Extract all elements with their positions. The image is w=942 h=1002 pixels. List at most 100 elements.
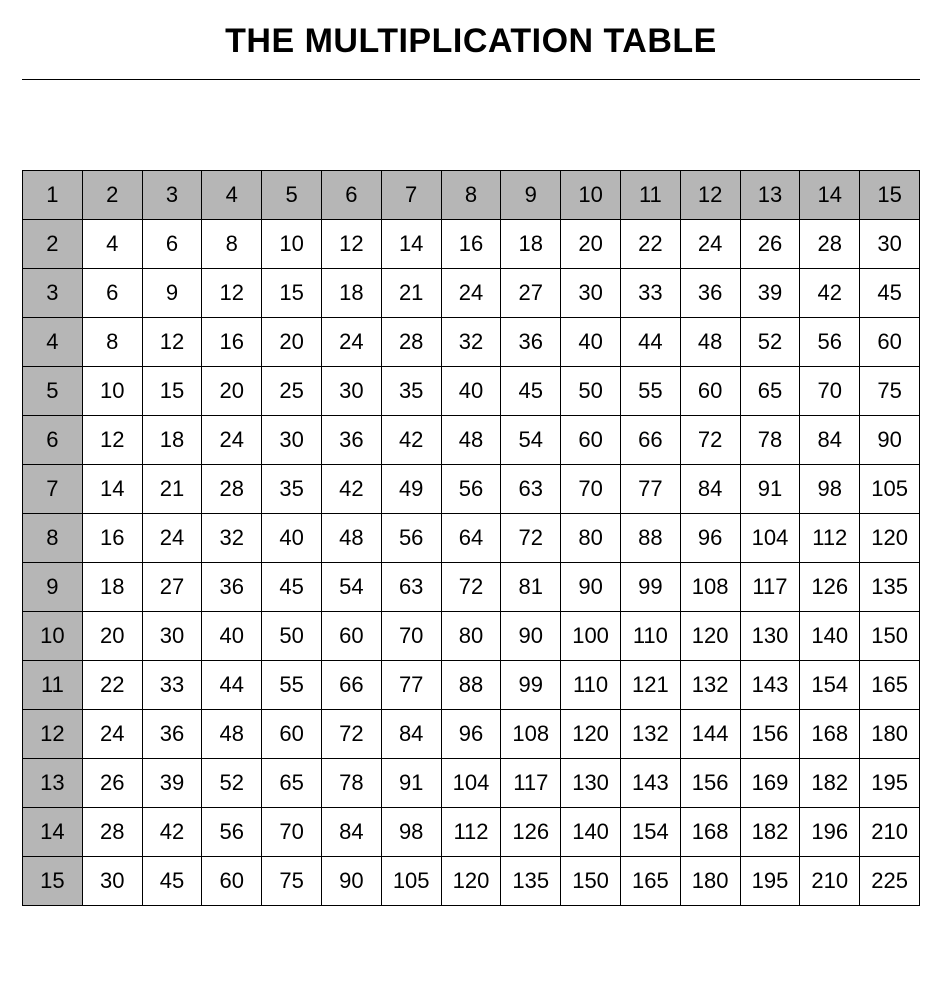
table-cell: 110: [620, 612, 680, 661]
table-cell: 16: [441, 220, 501, 269]
table-header-cell: 9: [501, 171, 561, 220]
table-cell: 63: [501, 465, 561, 514]
table-cell: 121: [620, 661, 680, 710]
table-cell: 132: [680, 661, 740, 710]
table-cell: 15: [142, 367, 202, 416]
table-cell: 66: [321, 661, 381, 710]
table-cell: 140: [800, 612, 860, 661]
table-cell: 66: [620, 416, 680, 465]
table-cell: 27: [501, 269, 561, 318]
table-row: 918273645546372819099108117126135: [23, 563, 920, 612]
table-cell: 9: [142, 269, 202, 318]
table-cell: 98: [381, 808, 441, 857]
table-header-cell: 12: [680, 171, 740, 220]
table-cell: 88: [620, 514, 680, 563]
table-header-cell: 11: [620, 171, 680, 220]
table-cell: 126: [501, 808, 561, 857]
table-row: 24681012141618202224262830: [23, 220, 920, 269]
table-header-cell: 4: [202, 171, 262, 220]
table-cell: 154: [800, 661, 860, 710]
table-cell: 168: [800, 710, 860, 759]
table-cell: 88: [441, 661, 501, 710]
table-cell: 56: [381, 514, 441, 563]
table-cell: 45: [262, 563, 322, 612]
table-cell: 56: [800, 318, 860, 367]
table-cell: 26: [740, 220, 800, 269]
page-title: THE MULTIPLICATION TABLE: [0, 22, 942, 61]
table-header-cell: 5: [262, 171, 322, 220]
table-cell: 80: [561, 514, 621, 563]
table-cell: 30: [860, 220, 920, 269]
table-cell: 60: [262, 710, 322, 759]
table-cell: 105: [381, 857, 441, 906]
table-cell: 36: [202, 563, 262, 612]
table-cell: 30: [82, 857, 142, 906]
table-cell: 33: [142, 661, 202, 710]
table-cell: 14: [82, 465, 142, 514]
table-header-cell: 10: [561, 171, 621, 220]
table-cell: 18: [142, 416, 202, 465]
table-cell: 130: [561, 759, 621, 808]
table-cell: 75: [262, 857, 322, 906]
table-cell: 35: [262, 465, 322, 514]
table-cell: 90: [561, 563, 621, 612]
table-row: 81624324048566472808896104112120: [23, 514, 920, 563]
table-header-cell: 14: [23, 808, 83, 857]
table-cell: 48: [202, 710, 262, 759]
table-cell: 210: [800, 857, 860, 906]
table-cell: 32: [202, 514, 262, 563]
table-cell: 22: [620, 220, 680, 269]
table-cell: 52: [740, 318, 800, 367]
table-cell: 99: [620, 563, 680, 612]
table-cell: 96: [441, 710, 501, 759]
table-header-cell: 1: [23, 171, 83, 220]
table-cell: 132: [620, 710, 680, 759]
table-cell: 75: [860, 367, 920, 416]
table-cell: 10: [262, 220, 322, 269]
table-header-cell: 9: [23, 563, 83, 612]
table-cell: 130: [740, 612, 800, 661]
table-header-cell: 11: [23, 661, 83, 710]
table-cell: 60: [860, 318, 920, 367]
table-cell: 18: [82, 563, 142, 612]
table-cell: 6: [142, 220, 202, 269]
table-cell: 20: [202, 367, 262, 416]
table-cell: 36: [501, 318, 561, 367]
table-cell: 30: [561, 269, 621, 318]
table-cell: 24: [441, 269, 501, 318]
table-cell: 12: [202, 269, 262, 318]
table-cell: 70: [262, 808, 322, 857]
table-cell: 12: [142, 318, 202, 367]
table-header-cell: 8: [23, 514, 83, 563]
table-cell: 140: [561, 808, 621, 857]
table-cell: 225: [860, 857, 920, 906]
table-header-cell: 12: [23, 710, 83, 759]
table-header-cell: 13: [740, 171, 800, 220]
table-cell: 28: [202, 465, 262, 514]
table-cell: 15: [262, 269, 322, 318]
table-cell: 40: [262, 514, 322, 563]
table-header-cell: 14: [800, 171, 860, 220]
table-cell: 39: [142, 759, 202, 808]
table-cell: 80: [441, 612, 501, 661]
table-row: 153045607590105120135150165180195210225: [23, 857, 920, 906]
table-cell: 4: [82, 220, 142, 269]
table-cell: 72: [441, 563, 501, 612]
table-row: 112233445566778899110121132143154165: [23, 661, 920, 710]
table-cell: 143: [740, 661, 800, 710]
table-cell: 12: [321, 220, 381, 269]
table-cell: 72: [501, 514, 561, 563]
table-cell: 150: [561, 857, 621, 906]
table-cell: 30: [142, 612, 202, 661]
table-cell: 24: [142, 514, 202, 563]
table-cell: 60: [321, 612, 381, 661]
table-cell: 117: [501, 759, 561, 808]
table-cell: 169: [740, 759, 800, 808]
table-cell: 81: [501, 563, 561, 612]
table-cell: 42: [321, 465, 381, 514]
table-header-cell: 7: [381, 171, 441, 220]
table-cell: 56: [202, 808, 262, 857]
table-cell: 54: [321, 563, 381, 612]
table-cell: 40: [441, 367, 501, 416]
table-cell: 10: [82, 367, 142, 416]
